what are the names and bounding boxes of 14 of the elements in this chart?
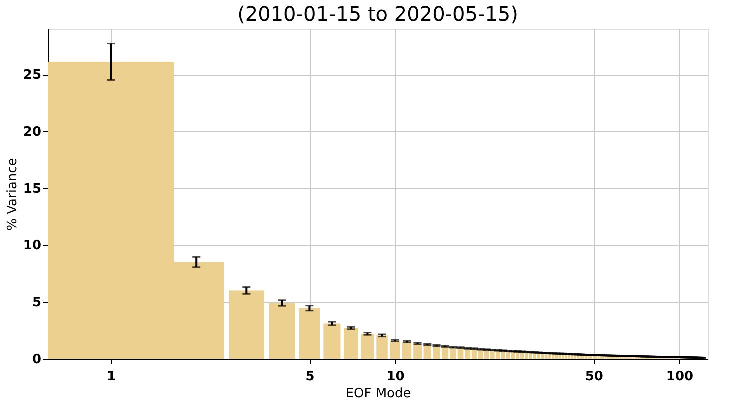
- x-tick-label: 1: [107, 370, 116, 384]
- y-tick-label: 0: [32, 352, 42, 368]
- y-tick-label: 10: [23, 238, 42, 254]
- y-tick-label: 20: [23, 124, 42, 140]
- x-axis-title: EOF Mode: [346, 386, 412, 402]
- x-tick-label: 50: [585, 370, 604, 384]
- y-tick-label: 5: [32, 296, 42, 311]
- x-tick-label: 5: [306, 370, 315, 384]
- y-tick-label: 25: [23, 68, 42, 84]
- x-tick-label: 100: [666, 370, 694, 384]
- chart-title: (2010-01-15 to 2020-05-15): [238, 2, 518, 26]
- x-tick-label: 10: [386, 370, 405, 384]
- y-tick-label: 15: [23, 182, 42, 197]
- y-axis-title: % Variance: [5, 158, 20, 231]
